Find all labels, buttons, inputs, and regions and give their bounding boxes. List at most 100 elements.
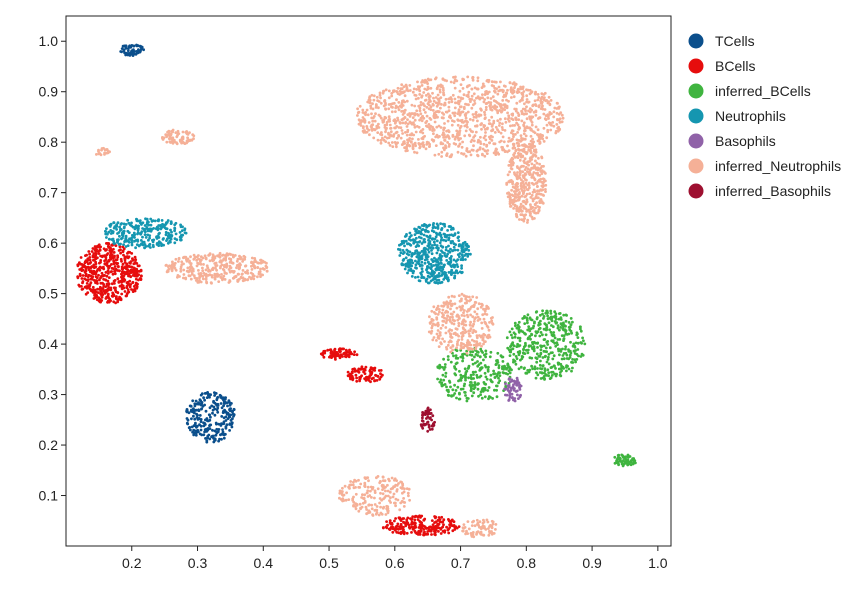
data-point xyxy=(389,130,393,134)
data-point xyxy=(177,256,181,260)
data-point xyxy=(422,233,426,237)
data-point xyxy=(403,244,406,248)
data-point xyxy=(477,114,481,118)
data-point xyxy=(560,369,563,373)
cluster-BCells-1 xyxy=(319,347,359,361)
data-point xyxy=(446,315,450,318)
data-point xyxy=(85,282,89,285)
data-point xyxy=(506,144,509,148)
data-point xyxy=(402,520,405,524)
data-point xyxy=(226,417,230,420)
data-point xyxy=(414,249,418,253)
data-point xyxy=(84,285,88,288)
data-point xyxy=(511,347,515,351)
data-point xyxy=(516,336,520,340)
data-point xyxy=(447,130,451,134)
data-point xyxy=(409,258,413,262)
data-point xyxy=(480,396,484,400)
data-point xyxy=(534,376,538,380)
data-point xyxy=(453,274,457,278)
data-point xyxy=(510,379,514,383)
data-point xyxy=(91,285,95,289)
data-point xyxy=(508,200,512,204)
data-point xyxy=(406,113,410,116)
data-point xyxy=(529,127,533,131)
data-point xyxy=(483,395,487,399)
data-point xyxy=(508,170,511,174)
data-point xyxy=(204,437,207,440)
data-point xyxy=(401,117,405,121)
data-point xyxy=(376,138,380,142)
data-point xyxy=(394,527,397,531)
data-point xyxy=(434,135,438,139)
data-point xyxy=(506,372,510,376)
data-point xyxy=(459,344,463,347)
data-point xyxy=(205,439,209,442)
data-point xyxy=(449,80,453,84)
data-point xyxy=(516,185,519,189)
data-point xyxy=(228,261,232,264)
data-point xyxy=(169,235,173,239)
data-point xyxy=(464,116,468,120)
data-point xyxy=(516,193,519,197)
data-point xyxy=(534,341,537,345)
data-point xyxy=(534,150,538,154)
data-point xyxy=(110,263,113,266)
data-point xyxy=(530,181,534,185)
data-point xyxy=(215,427,219,431)
data-point xyxy=(428,95,432,98)
data-point xyxy=(462,342,465,346)
data-point xyxy=(147,238,150,242)
data-point xyxy=(435,332,439,336)
data-point xyxy=(399,251,403,255)
data-point xyxy=(106,299,110,303)
data-point xyxy=(518,218,521,221)
data-point xyxy=(405,233,408,236)
data-point xyxy=(534,206,537,210)
data-point xyxy=(481,93,484,96)
data-point xyxy=(457,239,461,243)
data-point xyxy=(452,520,456,524)
data-point xyxy=(426,274,430,278)
data-point xyxy=(541,312,544,316)
data-point xyxy=(535,161,539,165)
data-point xyxy=(227,268,231,271)
data-point xyxy=(503,129,507,132)
data-point xyxy=(573,344,576,348)
data-point xyxy=(430,519,434,522)
data-point xyxy=(395,530,399,534)
data-point xyxy=(125,255,129,258)
data-point xyxy=(432,336,436,339)
data-point xyxy=(536,93,540,96)
data-point xyxy=(513,196,517,199)
data-point xyxy=(357,122,361,126)
data-point xyxy=(404,83,408,87)
data-point xyxy=(219,266,222,270)
data-point xyxy=(576,348,580,351)
data-point xyxy=(538,174,542,177)
data-point xyxy=(479,393,482,397)
data-point xyxy=(514,183,518,187)
data-point xyxy=(353,350,356,354)
data-point xyxy=(437,516,441,519)
data-point xyxy=(398,248,402,252)
data-point xyxy=(440,383,443,386)
data-point xyxy=(469,381,472,384)
data-point xyxy=(232,270,236,273)
data-point xyxy=(455,346,458,350)
data-point xyxy=(431,244,434,247)
data-point xyxy=(368,101,372,105)
data-point xyxy=(435,222,439,226)
data-point xyxy=(515,189,518,193)
data-point xyxy=(565,364,568,368)
data-point xyxy=(506,346,510,350)
data-point xyxy=(240,276,244,280)
data-point xyxy=(442,278,446,281)
data-point xyxy=(483,312,487,316)
data-point xyxy=(220,273,223,276)
data-point xyxy=(489,379,493,383)
data-point xyxy=(513,335,517,339)
data-point xyxy=(440,228,443,232)
data-point xyxy=(164,233,168,237)
data-point xyxy=(506,173,510,177)
